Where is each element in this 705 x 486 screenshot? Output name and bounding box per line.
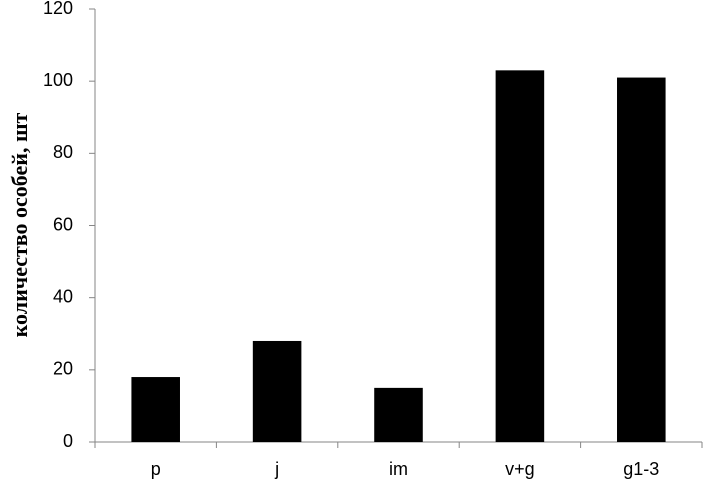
x-tick-label: im [389, 459, 408, 479]
y-tick-label: 100 [43, 70, 73, 90]
bar [131, 377, 180, 442]
y-tick-label: 80 [53, 142, 73, 162]
bar [617, 77, 666, 442]
x-tick-label: v+g [505, 459, 535, 479]
y-axis-title: количество особей, шт [7, 112, 32, 337]
x-tick-label: j [274, 459, 279, 479]
bar [252, 340, 302, 442]
y-tick-label: 20 [53, 359, 73, 379]
y-tick-label: 120 [43, 0, 73, 18]
bar [374, 387, 423, 442]
y-tick-label: 0 [63, 431, 73, 451]
y-tick-label: 40 [53, 286, 73, 306]
bar [495, 70, 545, 442]
x-tick-label: p [151, 459, 161, 479]
x-tick-label: g1-3 [623, 459, 659, 479]
y-tick-label: 60 [53, 214, 73, 234]
